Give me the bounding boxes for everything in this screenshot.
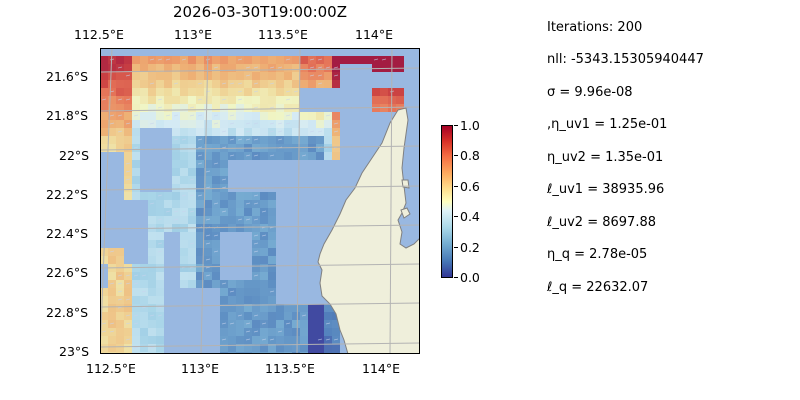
stat-eta-uv1: ,η_uv1 = 1.25e-01 bbox=[547, 117, 668, 132]
land-mass bbox=[317, 107, 421, 355]
colorbar-tick-label: 0.4 bbox=[460, 209, 480, 224]
stat-l-q: ℓ_q = 22632.07 bbox=[547, 280, 649, 295]
map-panel bbox=[99, 47, 421, 360]
map-canvas bbox=[99, 47, 421, 360]
stat-eta-q: η_q = 2.78e-05 bbox=[547, 247, 648, 262]
colorbar-tick-label: 0.0 bbox=[460, 270, 480, 285]
stat-nll: nll: -5343.15305940447 bbox=[547, 52, 704, 67]
island bbox=[401, 179, 410, 189]
lon-tick-top: 113°E bbox=[174, 27, 213, 42]
colorbar-tick-label: 1.0 bbox=[460, 118, 480, 133]
lat-tick: 22.6°S bbox=[46, 265, 89, 280]
lon-tick-bottom: 112.5°E bbox=[86, 361, 136, 376]
graticule bbox=[99, 47, 421, 355]
lat-tick: 21.6°S bbox=[46, 69, 89, 84]
island bbox=[400, 207, 411, 219]
lat-tick: 22.2°S bbox=[46, 187, 89, 202]
lon-tick-bottom: 113.5°E bbox=[265, 361, 315, 376]
stat-eta-uv2: η_uv2 = 1.35e-01 bbox=[547, 150, 664, 165]
map-title: 2026-03-30T19:00:00Z bbox=[173, 3, 347, 21]
colorbar-tick-label: 0.2 bbox=[460, 240, 480, 255]
stat-l-uv2: ℓ_uv2 = 8697.88 bbox=[547, 215, 656, 230]
lon-tick-bottom: 114°E bbox=[362, 361, 401, 376]
colorbar-tick-label: 0.6 bbox=[460, 179, 480, 194]
lat-tick: 22.8°S bbox=[46, 305, 89, 320]
stat-sigma: σ = 9.96e-08 bbox=[547, 85, 633, 100]
lat-tick: 21.8°S bbox=[46, 108, 89, 123]
lat-tick: 22.4°S bbox=[46, 226, 89, 241]
lat-tick: 23°S bbox=[59, 344, 90, 359]
colorbar-tick-label: 0.8 bbox=[460, 148, 480, 163]
lon-tick-top: 112.5°E bbox=[74, 27, 124, 42]
lat-tick: 22°S bbox=[59, 148, 90, 163]
lon-tick-bottom: 113°E bbox=[181, 361, 220, 376]
map-frame bbox=[100, 48, 420, 354]
colorbar bbox=[441, 125, 453, 278]
lon-tick-top: 113.5°E bbox=[258, 27, 308, 42]
stat-iterations: Iterations: 200 bbox=[547, 20, 643, 35]
lon-tick-top: 114°E bbox=[355, 27, 394, 42]
stat-l-uv1: ℓ_uv1 = 38935.96 bbox=[547, 182, 665, 197]
